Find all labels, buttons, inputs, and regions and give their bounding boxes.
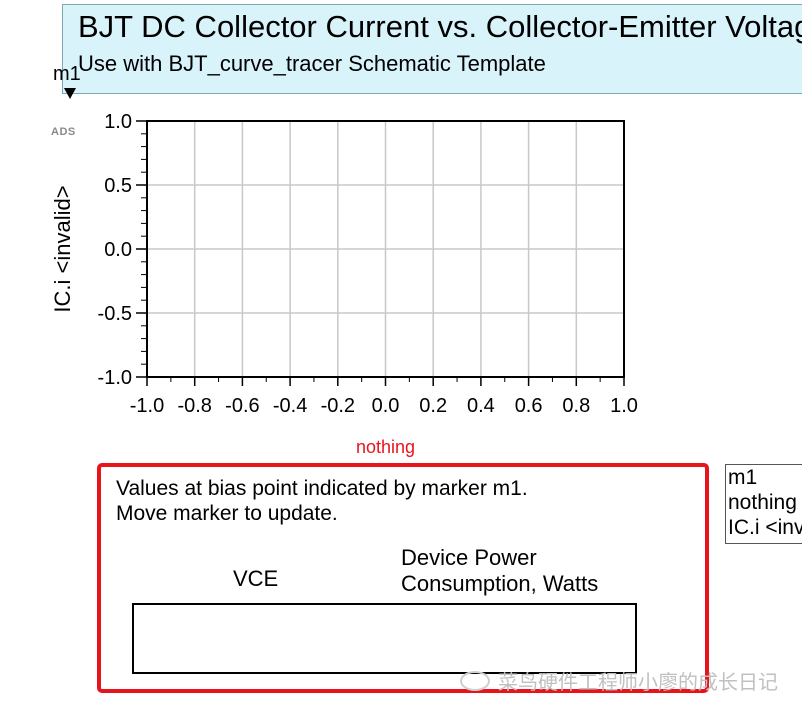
wechat-icon [460,671,490,691]
title-box: BJT DC Collector Current vs. Collector-E… [62,4,802,94]
y-tick-label: 0.0 [104,239,132,261]
y-axis-label: IC.i <invalid> [50,185,75,312]
marker-label[interactable]: m1 [53,63,81,85]
y-tick-label: 0.5 [104,175,132,197]
info-line-1: Values at bias point indicated by marker… [116,477,528,500]
x-tick-label: 0.0 [372,395,400,417]
x-tick-label: 0.6 [515,395,543,417]
x-tick-label: -0.8 [177,395,211,417]
x-tick-label: 0.8 [562,395,590,417]
readout-x-value: nothing [728,491,797,514]
bias-values-table [132,603,637,674]
x-axis-label: nothing [356,437,415,457]
bias-info-panel [97,463,709,693]
power-header-line-2: Consumption, Watts [401,571,599,596]
readout-y-value: IC.i <invalid> [728,516,802,539]
page-subtitle: Use with BJT_curve_tracer Schematic Temp… [78,51,546,76]
info-line-2: Move marker to update. [116,502,338,525]
x-tick-label: 0.4 [467,395,495,417]
x-tick-label: -0.6 [225,395,259,417]
marker-readout[interactable]: m1 nothing IC.i <invalid> [725,464,802,544]
power-column-header: Device Power Consumption, Watts [401,545,598,597]
x-tick-label: -1.0 [130,395,164,417]
vce-column-header: VCE [233,566,279,591]
x-tick-label: 1.0 [610,395,638,417]
readout-marker-name: m1 [728,466,758,489]
y-tick-label: -0.5 [98,303,132,325]
plot-frame [146,120,625,378]
triangle-down-icon[interactable] [64,88,76,99]
y-tick-label: 1.0 [104,111,132,133]
x-tick-label: -0.2 [321,395,355,417]
page-title: BJT DC Collector Current vs. Collector-E… [78,9,802,44]
watermark: 菜鸟硬件工程师小廖的成长日记 [460,666,778,695]
power-header-line-1: Device Power [401,545,537,570]
ads-logo: ADS [51,126,76,138]
x-tick-label: 0.2 [419,395,447,417]
x-tick-label: -0.4 [273,395,307,417]
y-tick-label: -1.0 [98,367,132,389]
watermark-text: 菜鸟硬件工程师小廖的成长日记 [498,672,778,694]
